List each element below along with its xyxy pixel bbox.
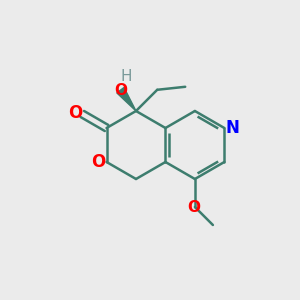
Text: H: H: [121, 69, 132, 84]
Polygon shape: [117, 88, 136, 111]
Text: O: O: [188, 200, 200, 214]
Text: N: N: [225, 119, 239, 137]
Text: O: O: [114, 83, 127, 98]
Text: O: O: [68, 104, 83, 122]
Text: O: O: [92, 153, 106, 171]
